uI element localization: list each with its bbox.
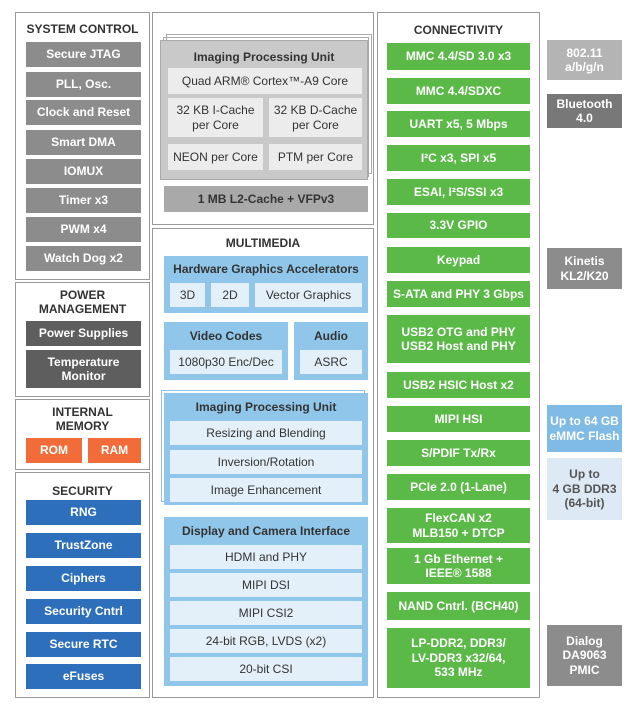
block: PTM per Core: [269, 144, 362, 170]
section-title: INTERNAL MEMORY: [52, 404, 113, 433]
block: ASRC: [300, 350, 362, 374]
block: FlexCAN x2 MLB150 + DTCP: [387, 508, 530, 543]
block: 3D: [170, 283, 205, 307]
section-title: POWER MANAGEMENT: [38, 287, 127, 316]
section-frame: [377, 12, 540, 698]
block: Watch Dog x2: [26, 246, 141, 271]
block: 24-bit RGB, LVDS (x2): [170, 629, 362, 653]
block: 32 KB I-Cache per Core: [168, 98, 263, 137]
external-block: Bluetooth 4.0: [547, 94, 622, 128]
block: RNG: [26, 500, 141, 525]
section-title: SECURITY: [52, 483, 113, 498]
block: 1 Gb Ethernet + IEEE® 1588: [387, 548, 530, 584]
block: PLL, Osc.: [26, 72, 141, 97]
block: Ciphers: [26, 566, 141, 591]
section-frame: [15, 472, 150, 698]
block: Timer x3: [26, 188, 141, 213]
block-title: Display and Camera Interface: [181, 523, 351, 538]
block: Quad ARM® Cortex™-A9 Core: [168, 68, 362, 94]
external-block: 802.11 a/b/g/n: [547, 40, 622, 80]
block: PCIe 2.0 (1-Lane): [387, 474, 530, 500]
block: Secure RTC: [26, 632, 141, 657]
block: I²C x3, SPI x5: [387, 145, 530, 171]
block: Smart DMA: [26, 130, 141, 155]
block: Secure JTAG: [26, 42, 141, 67]
block: 1080p30 Enc/Dec: [170, 350, 282, 374]
block: 32 KB D-Cache per Core: [269, 98, 362, 137]
block: MMC 4.4/SD 3.0 x3: [387, 43, 530, 70]
section-frame: [152, 228, 374, 698]
external-block: Up to 4 GB DDR3 (64-bit): [547, 458, 622, 520]
block: Resizing and Blending: [170, 421, 362, 445]
block: IOMUX: [26, 159, 141, 184]
external-block: Kinetis KL2/K20: [547, 248, 622, 289]
block: NAND Cntrl. (BCH40): [387, 592, 530, 620]
block-title: Hardware Graphics Accelerators: [173, 261, 359, 276]
block: MIPI CSI2: [170, 601, 362, 625]
block: MIPI DSI: [170, 573, 362, 597]
block: 2D: [211, 283, 249, 307]
block: S-ATA and PHY 3 Gbps: [387, 281, 530, 307]
block: USB2 OTG and PHY USB2 Host and PHY: [387, 315, 530, 363]
block: MMC 4.4/SDXC: [387, 78, 530, 104]
block: Vector Graphics: [255, 283, 362, 307]
section-title: MULTIMEDIA: [225, 235, 301, 250]
section-frame: [15, 282, 150, 397]
block-title: Audio: [314, 328, 348, 343]
block: Image Enhancement: [170, 478, 362, 502]
block: ROM: [26, 438, 82, 463]
block: TrustZone: [26, 533, 141, 558]
section-title: SYSTEM CONTROL: [26, 21, 139, 36]
block: Power Supplies: [26, 321, 141, 346]
block: PWM x4: [26, 217, 141, 242]
block: MIPI HSI: [387, 406, 530, 432]
block: 3.3V GPIO: [387, 213, 530, 238]
block: ESAI, I²S/SSI x3: [387, 179, 530, 205]
section-title: CONNECTIVITY: [413, 22, 504, 37]
block: UART x5, 5 Mbps: [387, 111, 530, 137]
external-block: Up to 64 GB eMMC Flash: [547, 405, 622, 452]
block: Clock and Reset: [26, 100, 141, 125]
block: HDMI and PHY: [170, 545, 362, 569]
block-title: Video Codes: [189, 328, 263, 343]
block: NEON per Core: [168, 144, 263, 170]
section-frame: [15, 12, 150, 280]
block: eFuses: [26, 664, 141, 689]
block: 20-bit CSI: [170, 657, 362, 681]
block: Keypad: [387, 247, 530, 273]
block: LP-DDR2, DDR3/ LV-DDR3 x32/64, 533 MHz: [387, 628, 530, 688]
block: Temperature Monitor: [26, 350, 141, 388]
block: Security Cntrl: [26, 599, 141, 624]
external-block: Dialog DA9063 PMIC: [547, 625, 622, 686]
block: USB2 HSIC Host x2: [387, 372, 530, 398]
block: S/PDIF Tx/Rx: [387, 440, 530, 466]
block: 1 MB L2-Cache + VFPv3: [164, 186, 368, 212]
section-frame: [15, 399, 150, 470]
block: RAM: [88, 438, 141, 463]
block-title: Imaging Processing Unit: [193, 49, 335, 64]
block-title: Imaging Processing Unit: [195, 399, 337, 414]
block: Inversion/Rotation: [170, 450, 362, 474]
section-frame: [152, 12, 374, 225]
